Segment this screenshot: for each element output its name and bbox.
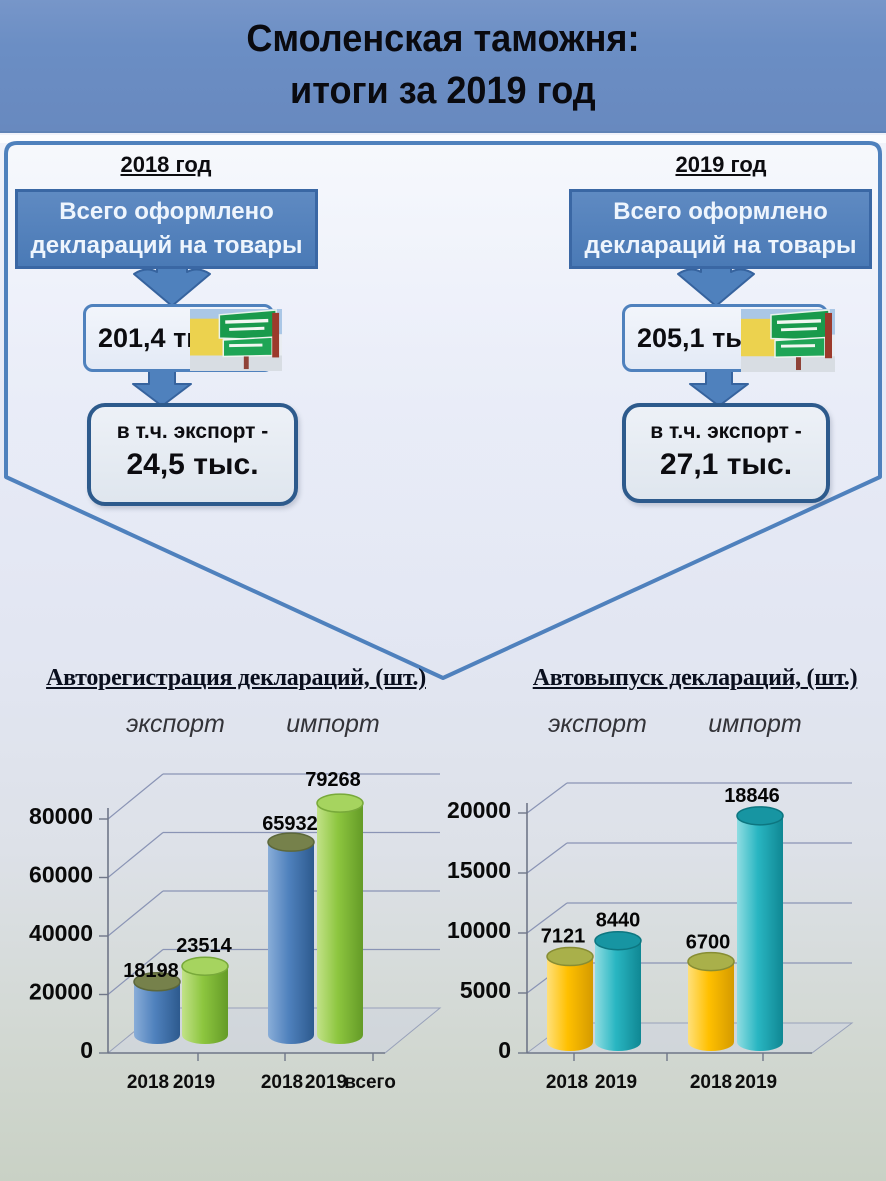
export-box-2019: в т.ч. экспорт - 27,1 тыс. <box>622 403 830 503</box>
declarations-box-2019: Всего оформлено деклараций на товары <box>569 189 872 269</box>
y-axis-label: 20000 <box>447 797 511 823</box>
x-axis-label: 2019 <box>735 1072 777 1093</box>
export-label-2019: в т.ч. экспорт - <box>650 420 802 443</box>
y-axis-label: 15000 <box>447 857 511 883</box>
grid-line-depth <box>107 949 164 995</box>
bar-cylinder <box>595 940 641 1051</box>
chart-title-autoregistration: Авторегистрация деклараций, (шт.) <box>46 665 426 691</box>
declarations-box-2018-line1: Всего оформлено <box>59 198 274 226</box>
bar-cylinder <box>268 842 314 1044</box>
total-box-2018: 201,4 тыс. <box>83 304 282 372</box>
bar-cylinder <box>547 956 593 1051</box>
x-axis-label: 2018 <box>690 1072 732 1093</box>
grid-line-depth <box>107 832 164 878</box>
y-axis-label: 0 <box>80 1037 93 1063</box>
bar-cylinder <box>182 966 228 1044</box>
year-label-2018: 2018 год <box>120 152 212 177</box>
bar-top <box>316 793 364 813</box>
bar-top <box>687 951 735 972</box>
declarations-box-2019-line2: деклараций на товары <box>584 232 857 259</box>
bar-data-label: 23514 <box>176 935 232 957</box>
down-arrow-left-1 <box>133 255 211 307</box>
x-axis-label: 2018 <box>546 1072 588 1093</box>
x-axis-label: 2018 <box>261 1072 303 1093</box>
declarations-box-2018-line2: деклараций на товары <box>30 232 303 259</box>
x-axis-label: 2018 <box>127 1072 169 1093</box>
customs-sign-photo <box>741 309 835 372</box>
grid-line-depth <box>526 782 568 814</box>
x-axis-label: 2019 <box>595 1072 637 1093</box>
group-label-export-left: экспорт <box>126 710 225 738</box>
bar-top <box>594 930 642 951</box>
grid-line-depth <box>526 842 568 874</box>
grid-line-depth <box>107 890 164 937</box>
bar-cylinder <box>134 981 180 1044</box>
bar-top <box>736 806 784 826</box>
bar-cylinder <box>317 803 363 1044</box>
bar-data-label: 18198 <box>123 960 179 982</box>
bar-data-label: 79268 <box>305 769 361 791</box>
bar-data-label: 8440 <box>596 910 641 932</box>
group-label-export-right: экспорт <box>548 710 647 738</box>
y-axis-label: 60000 <box>29 862 93 888</box>
year-label-2019: 2019 год <box>675 152 767 177</box>
bar-top <box>133 972 181 992</box>
y-axis-label: 5000 <box>460 977 511 1003</box>
x-axis-label: 2019 <box>305 1072 347 1093</box>
y-axis-label: 80000 <box>29 803 93 829</box>
declarations-box-2019-line1: Всего оформлено <box>613 198 828 226</box>
x-axis-label: 2019 <box>173 1072 215 1093</box>
group-label-import-right: импорт <box>708 710 802 738</box>
slide-header: Смоленская таможня: итоги за 2019 год <box>0 0 886 133</box>
down-arrow-right-1 <box>677 255 755 307</box>
bar-cylinder <box>737 815 783 1051</box>
chart-autorelease: 0 5000 10000 15000 20000 7121 8440 6700 18846 201… <box>447 782 854 1093</box>
declarations-box-2018: Всего оформлено деклараций на товары <box>15 189 318 269</box>
y-axis-label: 20000 <box>29 979 93 1005</box>
x-axis-label: всего <box>344 1072 396 1093</box>
export-box-2018: в т.ч. экспорт - 24,5 тыс. <box>87 403 298 506</box>
bar-data-label: 7121 <box>541 926 586 948</box>
header-divider <box>0 135 886 143</box>
total-box-2019: 205,1 тыс. <box>622 304 835 372</box>
export-value-2019: 27,1 тыс. <box>659 448 793 481</box>
bar-data-label: 18846 <box>724 785 780 807</box>
bar-top <box>267 832 315 852</box>
grid-line-depth <box>107 773 164 820</box>
bar-cylinder <box>688 961 734 1051</box>
bar-top <box>546 946 594 967</box>
y-axis-label: 40000 <box>29 920 93 946</box>
bar-top <box>181 956 229 976</box>
y-axis-label: 10000 <box>447 917 511 943</box>
slide-title-line1: Смоленская таможня: <box>246 18 640 61</box>
funnel-panel-border <box>4 141 882 680</box>
bar-data-label: 6700 <box>686 932 731 954</box>
y-axis-label: 0 <box>498 1037 511 1063</box>
customs-sign-photo <box>190 309 282 371</box>
export-value-2018: 24,5 тыс. <box>126 448 259 481</box>
bar-data-label: 65932 <box>262 813 318 835</box>
chart-autoregistration: 0 20000 40000 60000 80000 18198 23514 65932 7926… <box>29 769 442 1093</box>
export-label-2018: в т.ч. экспорт - <box>116 420 269 443</box>
slide-title-line2: итоги за 2019 год <box>290 69 596 112</box>
grid-line-depth <box>526 902 568 934</box>
chart-title-autorelease: Автовыпуск деклараций, (шт.) <box>532 665 858 691</box>
group-label-import-left: импорт <box>286 710 380 738</box>
